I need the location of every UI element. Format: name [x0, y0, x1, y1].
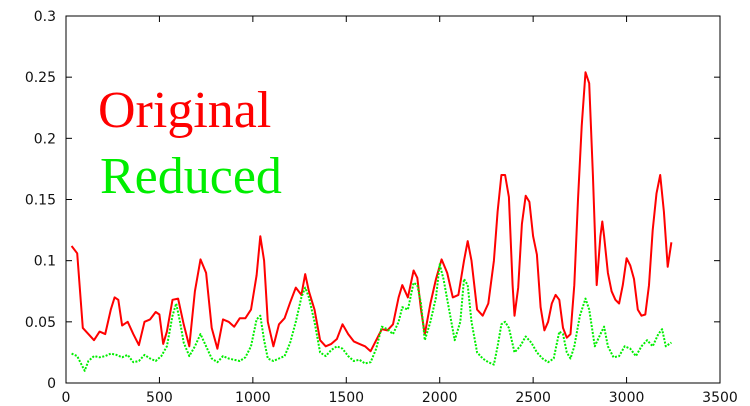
legend-label-reduced: Reduced — [100, 148, 282, 205]
y-tick-label: 0.05 — [25, 315, 56, 331]
y-tick-label: 0.2 — [34, 131, 56, 147]
y-tick-label: 0 — [47, 376, 56, 392]
y-tick-label: 0.1 — [34, 254, 56, 270]
x-tick-label: 1000 — [235, 390, 271, 406]
y-tick-label: 0.25 — [25, 70, 56, 86]
legend: Original Reduced — [98, 82, 282, 205]
x-tick-label: 2000 — [422, 390, 458, 406]
x-tick-label: 500 — [146, 390, 173, 406]
x-tick-label: 0 — [62, 390, 71, 406]
x-tick-label: 1500 — [328, 390, 364, 406]
x-tick-label: 2500 — [515, 390, 551, 406]
axis-tick-labels: 0 500 1000 1500 2000 2500 3000 3500 0 0.05 0.1 0.15… — [25, 9, 738, 406]
series-line-original — [70, 71, 673, 353]
legend-label-original: Original — [98, 82, 271, 139]
y-tick-label: 0.15 — [25, 193, 56, 209]
y-tick-label: 0.3 — [34, 9, 56, 25]
series-line-reduced — [71, 263, 672, 372]
x-tick-label: 3500 — [702, 390, 738, 406]
x-tick-label: 3000 — [609, 390, 645, 406]
series-group — [70, 71, 673, 372]
axis-ticks — [65, 15, 721, 384]
